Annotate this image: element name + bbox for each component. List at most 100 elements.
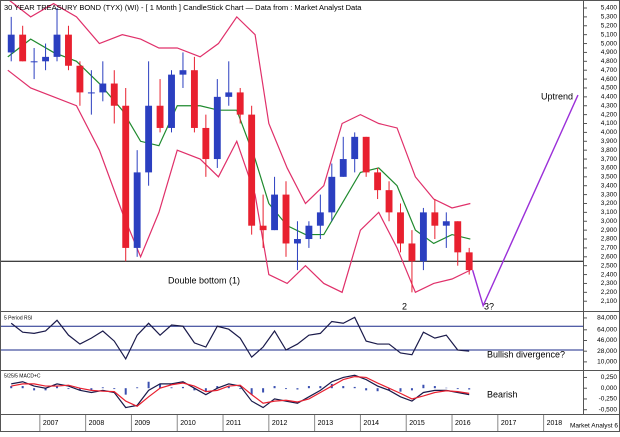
x-tick-label: 2009 [134, 420, 150, 427]
candle-body [19, 35, 26, 62]
y-tick-label: 3,800 [601, 147, 618, 154]
candle-body [397, 212, 404, 243]
histogram-bar [296, 388, 298, 389]
histogram-bar [411, 388, 413, 390]
histogram-bar [308, 386, 310, 388]
panel-title: 5/25/5 MACD+C [4, 373, 41, 379]
y-tick-label: 3,500 [601, 174, 618, 181]
candle-body [8, 35, 15, 53]
x-tick-label: 2007 [43, 420, 59, 427]
y-tick-label: 3,000 [601, 218, 618, 225]
candle-body [202, 128, 209, 159]
histogram-bar [102, 387, 104, 388]
y-tick-label: 4,200 [601, 111, 618, 118]
candle-body [168, 75, 175, 128]
candle-body [225, 92, 232, 96]
candle-body [294, 239, 301, 243]
y-tick-label: 3,200 [601, 200, 618, 207]
candle-body [42, 57, 49, 61]
histogram-bar [354, 387, 356, 388]
candle-body [260, 226, 267, 230]
candle-body [340, 159, 347, 177]
histogram-bar [239, 388, 241, 389]
x-tick-label: 2017 [501, 420, 517, 427]
candle-body [305, 226, 312, 239]
annotation: Double bottom (1) [168, 275, 240, 285]
y-tick-label: 2,200 [601, 289, 618, 296]
candle-body [237, 92, 244, 114]
candle-body [271, 195, 278, 231]
y-tick-label: 46,000 [597, 337, 617, 344]
y-tick-label: 28,000 [597, 348, 617, 355]
histogram-bar [171, 387, 173, 388]
candle-body [317, 212, 324, 225]
histogram-bar [468, 388, 470, 389]
candle-body [351, 137, 358, 159]
chart-title: 30 YEAR TREASURY BOND (TYX) (WI) - [ 1 M… [4, 3, 362, 12]
candle-body [191, 70, 198, 128]
histogram-bar [274, 386, 276, 388]
histogram-bar [125, 388, 127, 394]
y-tick-label: 4,400 [601, 94, 618, 101]
x-tick-label: 2012 [272, 420, 288, 427]
x-tick-label: 2018 [547, 420, 563, 427]
y-tick-label: 0,000 [601, 385, 618, 392]
candle-body [328, 177, 335, 213]
y-tick-label: 5,300 [601, 14, 618, 21]
histogram-bar [262, 388, 264, 392]
histogram-bar [33, 388, 35, 390]
candle-body [88, 92, 95, 93]
y-tick-label: 84,000 [597, 315, 617, 322]
annotation: 3? [484, 301, 494, 311]
x-tick-label: 2016 [455, 420, 471, 427]
candle-body [283, 195, 290, 244]
y-tick-label: 4,500 [601, 85, 618, 92]
annotation: Bearish [487, 389, 518, 399]
y-tick-label: 3,600 [601, 165, 618, 172]
panel-title: 5 Period RSI [4, 315, 32, 321]
candle-body [466, 252, 473, 270]
histogram-bar [399, 388, 401, 391]
histogram-bar [365, 388, 367, 390]
x-tick-label: 2015 [409, 420, 425, 427]
y-tick-label: 2,500 [601, 262, 618, 269]
histogram-bar [182, 387, 184, 388]
candle-body [409, 243, 416, 261]
y-tick-label: 5,400 [601, 5, 618, 12]
histogram-bar [136, 387, 138, 388]
y-tick-label: 4,100 [601, 120, 618, 127]
y-tick-label: 2,800 [601, 236, 618, 243]
candle-body [248, 115, 255, 226]
footer: Market Analyst 6 [570, 423, 618, 430]
x-tick-label: 2014 [363, 420, 379, 427]
candle-body [134, 172, 141, 248]
x-tick-label: 2013 [318, 420, 334, 427]
histogram-bar [342, 386, 344, 388]
y-tick-label: 3,400 [601, 182, 618, 189]
histogram-bar [22, 386, 24, 388]
candle-body [386, 190, 393, 212]
y-tick-label: 5,200 [601, 22, 618, 29]
candle-body [374, 172, 381, 190]
candle-body [76, 66, 83, 93]
candle-body [443, 221, 450, 225]
y-tick-label: 4,000 [601, 129, 618, 136]
annotation: Bullish divergence? [487, 349, 565, 359]
y-tick-label: 5,100 [601, 31, 618, 38]
histogram-bar [434, 386, 436, 388]
x-tick-label: 2011 [226, 420, 241, 427]
candle-body [180, 70, 187, 74]
y-tick-label: 2,700 [601, 245, 618, 252]
candle-body [99, 84, 106, 93]
histogram-bar [319, 386, 321, 388]
y-tick-label: 5,000 [601, 40, 618, 47]
y-tick-label: 2,900 [601, 227, 618, 234]
annotation: Uptrend [541, 91, 573, 101]
candle-body [157, 106, 164, 128]
y-tick-label: 4,700 [601, 67, 618, 74]
histogram-bar [377, 388, 379, 391]
x-tick-label: 2008 [89, 420, 105, 427]
y-tick-label: 10,000 [597, 359, 617, 366]
